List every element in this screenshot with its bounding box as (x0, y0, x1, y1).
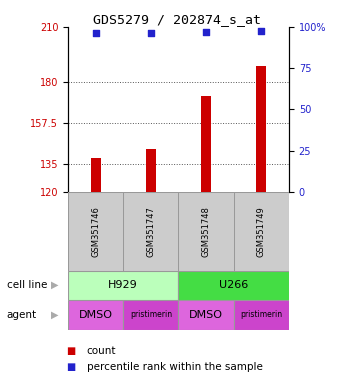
Bar (201, 96, 211, 192)
Bar (234, 300, 289, 330)
Bar (91, 158, 101, 192)
Bar (178, 271, 289, 300)
Text: agent: agent (7, 310, 37, 320)
Point (259, 28, 264, 34)
Point (203, 29, 209, 35)
Text: pristimerin: pristimerin (130, 310, 172, 319)
Bar (68, 192, 123, 271)
Text: GDS5279 / 202874_s_at: GDS5279 / 202874_s_at (93, 13, 261, 26)
Bar (234, 192, 289, 271)
Text: GSM351747: GSM351747 (147, 206, 155, 257)
Text: GSM351746: GSM351746 (91, 206, 100, 257)
Bar (178, 192, 234, 271)
Bar (256, 66, 266, 192)
Point (93, 30, 98, 36)
Text: H929: H929 (108, 280, 138, 290)
Bar (146, 149, 156, 192)
Bar (68, 300, 123, 330)
Text: cell line: cell line (7, 280, 47, 290)
Text: percentile rank within the sample: percentile rank within the sample (87, 362, 262, 372)
Text: GSM351749: GSM351749 (257, 206, 266, 257)
Text: U266: U266 (219, 280, 249, 290)
Text: ■: ■ (66, 362, 75, 372)
Bar (178, 300, 234, 330)
Bar (123, 192, 178, 271)
Text: ■: ■ (66, 346, 75, 356)
Text: count: count (87, 346, 116, 356)
Point (148, 30, 154, 36)
Text: ▶: ▶ (51, 310, 58, 320)
Text: DMSO: DMSO (79, 310, 113, 320)
Text: GSM351748: GSM351748 (202, 206, 210, 257)
Bar (68, 271, 178, 300)
Text: ▶: ▶ (51, 280, 58, 290)
Bar (123, 300, 178, 330)
Text: pristimerin: pristimerin (240, 310, 283, 319)
Text: DMSO: DMSO (189, 310, 223, 320)
